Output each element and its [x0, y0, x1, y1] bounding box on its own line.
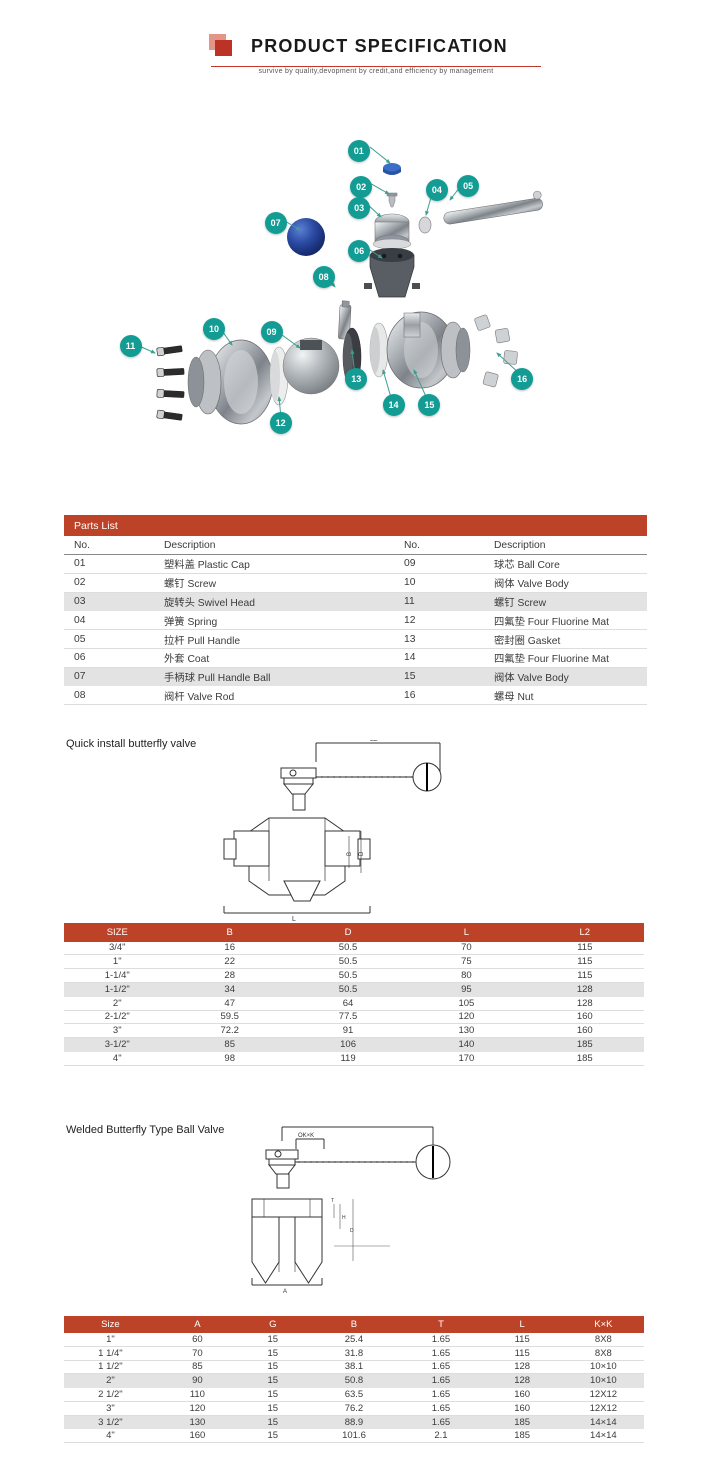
- svg-text:H: H: [342, 1215, 346, 1221]
- svg-text:D: D: [350, 1228, 354, 1234]
- svg-text:B: B: [347, 852, 353, 856]
- svg-text:OK×K: OK×K: [298, 1133, 314, 1139]
- svg-text:L: L: [292, 916, 296, 923]
- svg-text:D: D: [359, 851, 365, 856]
- svg-text:L2: L2: [370, 740, 378, 743]
- svg-text:A: A: [283, 1289, 287, 1295]
- svg-text:T: T: [331, 1198, 334, 1204]
